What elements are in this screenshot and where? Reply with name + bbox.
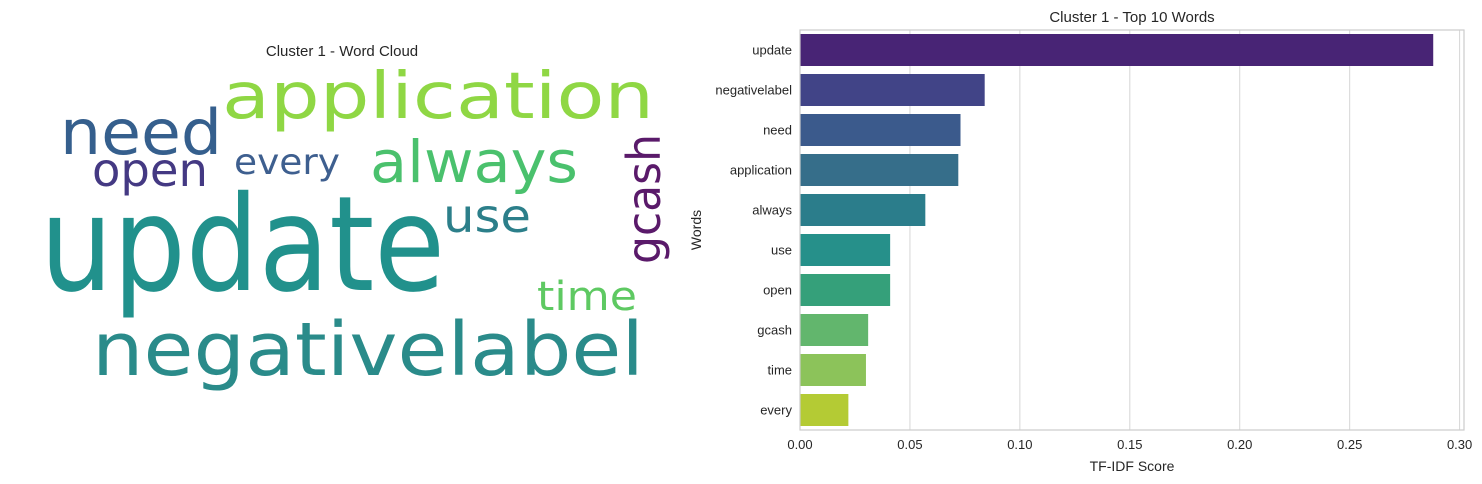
x-tick-label: 0.30	[1447, 437, 1472, 452]
word-cloud-panel: Cluster 1 - Word Cloud update negativela…	[40, 43, 671, 393]
bar-gcash	[800, 314, 869, 346]
bar-negativelabel	[800, 74, 985, 106]
x-tick-label: 0.05	[897, 437, 922, 452]
word-always: always	[370, 128, 578, 196]
word-use: use	[443, 189, 531, 243]
bar-use	[800, 234, 891, 266]
word-open: open	[92, 143, 208, 197]
x-tick-label: 0.10	[1007, 437, 1032, 452]
bar-application	[800, 154, 959, 186]
bars	[800, 34, 1434, 426]
x-tick-label: 0.15	[1117, 437, 1142, 452]
word-cloud-title: Cluster 1 - Word Cloud	[266, 43, 418, 60]
y-tick-label-open: open	[763, 283, 792, 298]
bar-always	[800, 194, 926, 226]
y-tick-labels: update negativelabel need application always…	[715, 43, 792, 418]
y-tick-label-always: always	[752, 203, 792, 218]
bar-update	[800, 34, 1434, 66]
bar-chart-panel: Cluster 1 - Top 10 Words update negativel…	[688, 9, 1472, 474]
x-tick-label: 0.20	[1227, 437, 1252, 452]
word-update: update	[40, 168, 445, 322]
bar-time	[800, 354, 866, 386]
y-axis-label: Words	[688, 210, 704, 250]
y-tick-label-application: application	[730, 163, 792, 178]
bar-every	[800, 394, 849, 426]
word-need: need	[60, 96, 222, 169]
x-axis-label: TF-IDF Score	[1090, 458, 1175, 474]
y-tick-label-every: every	[760, 403, 792, 418]
plot-frame	[799, 29, 1465, 431]
word-negativelabel: negativelabel	[92, 307, 644, 393]
word-time: time	[537, 274, 637, 320]
word-application: application	[222, 60, 654, 134]
y-tick-label-gcash: gcash	[757, 323, 792, 338]
bar-need	[800, 114, 961, 146]
bar-chart-title: Cluster 1 - Top 10 Words	[1049, 9, 1214, 26]
x-tick-label: 0.25	[1337, 437, 1362, 452]
y-tick-label-update: update	[752, 43, 792, 58]
word-every: every	[234, 142, 340, 183]
y-tick-label-use: use	[771, 243, 792, 258]
y-tick-label-negativelabel: negativelabel	[715, 83, 792, 98]
x-tick-labels: 0.00 0.05 0.10 0.15 0.20 0.25 0.30	[787, 437, 1472, 452]
x-tick-label: 0.00	[787, 437, 812, 452]
bar-open	[800, 274, 891, 306]
y-tick-label-time: time	[767, 363, 792, 378]
y-tick-label-need: need	[763, 123, 792, 138]
word-gcash: gcash	[617, 134, 671, 264]
